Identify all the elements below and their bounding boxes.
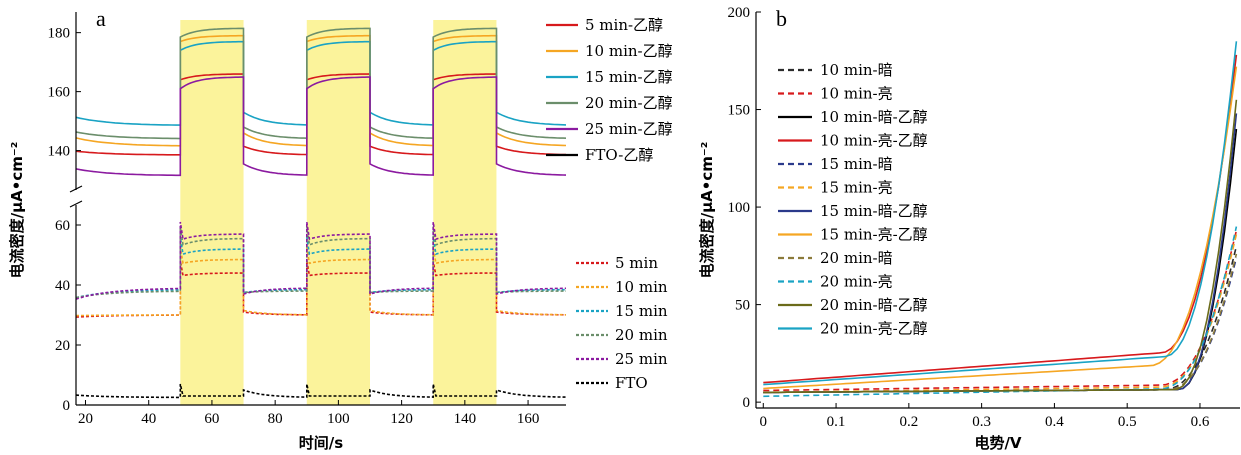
y-axis-label: 电流密度/μA•cm⁻²: [8, 142, 26, 279]
legend-label: FTO-乙醇: [585, 146, 653, 164]
y-tick-label: 100: [728, 200, 751, 216]
legend-label: 20 min: [615, 326, 668, 344]
legend-label: 10 min-亮-乙醇: [820, 132, 928, 150]
x-tick-label: 0.6: [1191, 414, 1210, 430]
series-line-10 min-亮: [763, 230, 1238, 392]
series-line-10 min: [75, 247, 567, 317]
legend-label: 15 min-亮: [820, 179, 893, 197]
y-tick-label: 180: [48, 26, 71, 42]
x-tick-label: 140: [454, 411, 477, 427]
y-axis-label: 电流密度/μA•cm⁻²: [698, 142, 716, 279]
legend-label: 15 min: [615, 302, 668, 320]
series-line-20 min: [75, 226, 566, 299]
x-tick-label: 20: [78, 411, 93, 427]
series-line-5 min: [75, 260, 567, 318]
panel-b: 0 0.1 0.2 0.3 0.4 0.5 0.6 0 50 100 150 200 电势/V 电流密度/…: [698, 5, 1240, 452]
legend-label: 15 min-暗-乙醇: [820, 202, 928, 220]
legend-label: 20 min-亮-乙醇: [820, 320, 928, 338]
light-on-band-1: [180, 20, 244, 405]
y-tick-label: 0: [63, 398, 71, 414]
y-tick-label: 0: [743, 395, 751, 411]
legend-label: 10 min-暗-乙醇: [820, 108, 928, 126]
y-tick-label: 140: [48, 144, 71, 160]
series-line-15 min-乙醇: [75, 40, 567, 126]
legend-label: 5 min-乙醇: [585, 16, 663, 34]
series-line-20 min-暗-乙醇: [763, 99, 1238, 394]
series-line-25 min-乙醇: [75, 76, 567, 177]
legend-label: 20 min-乙醇: [585, 94, 673, 112]
legend-label: 25 min: [615, 350, 668, 368]
legend-label: 10 min-暗: [820, 61, 893, 79]
axis-break-mark: [69, 185, 83, 208]
light-on-band-3: [433, 20, 497, 405]
x-tick-label: 120: [390, 411, 413, 427]
x-tick-label: 0.1: [827, 414, 846, 430]
x-tick-label: 60: [204, 411, 219, 427]
panel-label: a: [96, 6, 106, 31]
x-tick-label: 40: [141, 411, 156, 427]
x-tick-label: 100: [327, 411, 350, 427]
x-axis-label: 时间/s: [299, 434, 343, 452]
panel-a: 20 40 60 80 100 120 140 160 140 160 180 0 20 40 60 时间/s…: [8, 6, 673, 452]
legend-label: 20 min-暗-乙醇: [820, 296, 928, 314]
legend-label: 10 min: [615, 278, 668, 296]
series-line-20 min-乙醇: [75, 27, 567, 140]
y-tick-label: 20: [55, 338, 70, 354]
series-line-15 min-亮: [763, 234, 1238, 394]
y-tick-label: 50: [735, 298, 750, 314]
panel-label: b: [776, 6, 787, 31]
x-tick-label: 0.5: [1118, 414, 1137, 430]
series-line-10 min-乙醇: [75, 34, 567, 147]
x-axis-label: 电势/V: [974, 434, 1021, 452]
legend-label: 20 min-亮: [820, 273, 893, 291]
x-tick-label: 80: [268, 411, 283, 427]
series-line-15 min: [75, 236, 567, 299]
series-line-5 min-乙醇: [75, 73, 567, 156]
light-on-band-2: [306, 20, 370, 405]
legend-label: 5 min: [615, 254, 658, 272]
series-line-10 min-亮-乙醇: [763, 54, 1238, 384]
legend-label: 25 min-乙醇: [585, 120, 673, 138]
x-tick-label: 0.4: [1045, 414, 1064, 430]
x-tick-label: 0: [760, 414, 768, 430]
y-tick-label: 160: [48, 85, 71, 101]
legend-label: 15 min-亮-乙醇: [820, 226, 928, 244]
legend-label: 20 min-暗: [820, 249, 893, 267]
x-tick-label: 0.2: [899, 414, 918, 430]
y-tick-label: 200: [728, 5, 751, 21]
series-line-25 min: [75, 221, 566, 300]
legend-label: 10 min-亮: [820, 85, 893, 103]
x-tick-label: 160: [517, 411, 540, 427]
series-line-FTO: [75, 383, 566, 399]
series-line-15 min-亮-乙醇: [763, 66, 1238, 390]
legend-label: FTO: [615, 374, 648, 392]
y-tick-label: 150: [728, 103, 751, 119]
x-tick-label: 0.3: [972, 414, 991, 430]
y-tick-label: 40: [55, 278, 70, 294]
legend-label: 15 min-乙醇: [585, 68, 673, 86]
legend-label: 15 min-暗: [820, 155, 893, 173]
series-line-20 min-亮-乙醇: [763, 41, 1238, 386]
legend-label: 10 min-乙醇: [585, 42, 673, 60]
y-tick-label: 60: [55, 218, 70, 234]
